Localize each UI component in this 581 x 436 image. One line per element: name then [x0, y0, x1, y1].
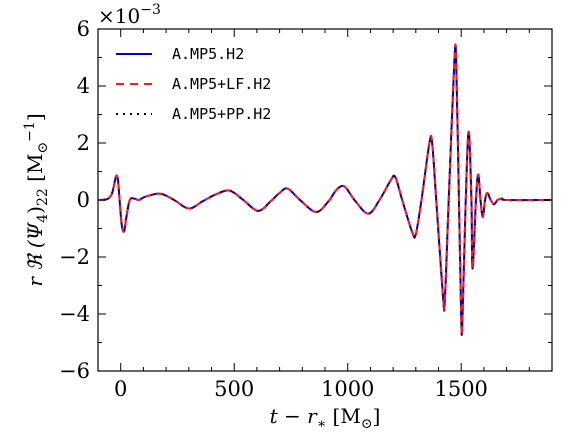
y-axis-label-sun-symbol: ⊙ — [35, 142, 51, 154]
y-axis-label-superscript: −1 — [22, 121, 38, 142]
y-scale-exponent: −3 — [140, 2, 161, 18]
y-tick-label: −2 — [59, 245, 90, 269]
x-tick-label: 0 — [114, 377, 127, 401]
x-tick-label: 1000 — [321, 377, 374, 401]
x-axis-label-unit: [M — [326, 404, 361, 428]
y-axis-label-sub4: 4 — [35, 214, 51, 223]
x-axis-label-main: t − r — [270, 404, 319, 428]
y-tick-label: 2 — [77, 131, 90, 155]
y-tick-label: −6 — [59, 359, 90, 383]
y-axis-label-unit: [M — [23, 154, 47, 189]
y-tick-label: 6 — [77, 17, 90, 41]
y-tick-labels: −6 −4 −2 0 2 4 6 — [59, 17, 90, 383]
y-tick-label: 0 — [77, 188, 90, 212]
x-axis-label-close: ] — [373, 404, 381, 428]
x-axis-label-subscript: ∗ — [317, 416, 327, 432]
legend: A.MP5.H2 A.MP5+LF.H2 A.MP5+PP.H2 — [116, 45, 271, 123]
y-scale-base: ×10 — [98, 4, 140, 28]
y-axis-label-paren: ) — [23, 206, 47, 214]
y-axis-label: r ℜ (Ψ4)22 [M⊙−1] — [22, 113, 51, 286]
x-tick-label: 500 — [214, 377, 254, 401]
legend-label: A.MP5.H2 — [172, 45, 244, 63]
y-scale-multiplier: ×10−3 — [98, 2, 161, 28]
legend-label: A.MP5+PP.H2 — [172, 105, 271, 123]
legend-label: A.MP5+LF.H2 — [172, 75, 271, 93]
y-tick-label: −4 — [59, 302, 90, 326]
tick-layer — [97, 28, 553, 372]
x-tick-labels: 0 500 1000 1500 — [114, 377, 488, 401]
y-axis-label-close: ] — [23, 113, 47, 121]
x-axis-label: t − r∗ [M⊙] — [270, 404, 381, 432]
y-tick-label: 4 — [77, 74, 90, 98]
x-tick-label: 1500 — [434, 377, 487, 401]
y-axis-label-sub22: 22 — [35, 188, 51, 206]
y-axis-label-main: r ℜ (Ψ — [23, 221, 47, 286]
series-line-mp5-lf — [97, 43, 553, 336]
series-layer — [97, 43, 553, 336]
x-axis-label-sun-symbol: ⊙ — [361, 416, 373, 432]
